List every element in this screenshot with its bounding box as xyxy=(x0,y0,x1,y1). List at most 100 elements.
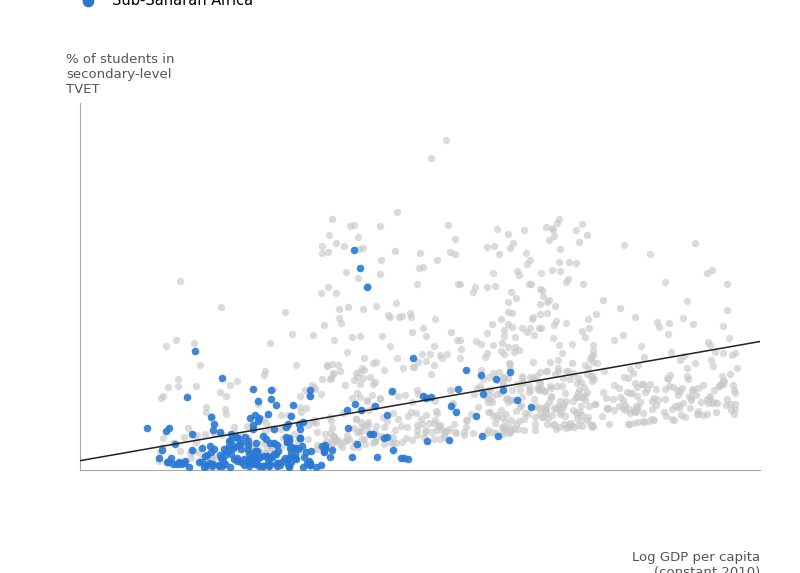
Point xyxy=(421,437,434,446)
Point xyxy=(428,397,441,406)
Point xyxy=(510,419,522,428)
Point xyxy=(324,429,337,438)
Point xyxy=(553,340,566,350)
Point xyxy=(262,458,274,467)
Point xyxy=(175,459,188,468)
Point xyxy=(541,367,554,376)
Point xyxy=(529,402,542,411)
Point xyxy=(706,265,718,274)
Point xyxy=(727,381,740,390)
Point xyxy=(263,339,276,348)
Point xyxy=(217,457,230,466)
Point xyxy=(187,430,200,439)
Point xyxy=(658,277,671,286)
Point xyxy=(688,359,701,368)
Point xyxy=(270,401,282,410)
Point xyxy=(719,401,732,410)
Point xyxy=(435,354,448,363)
Point xyxy=(263,441,276,450)
Point xyxy=(563,422,576,431)
Point xyxy=(702,338,714,347)
Point xyxy=(346,393,358,402)
Point xyxy=(570,393,583,402)
Point xyxy=(713,382,726,391)
Point xyxy=(307,331,320,340)
Point xyxy=(464,409,477,418)
Point xyxy=(542,296,555,305)
Point xyxy=(346,333,358,342)
Point xyxy=(225,430,238,439)
Point xyxy=(376,331,389,340)
Point xyxy=(550,317,562,326)
Point xyxy=(425,369,438,378)
Point xyxy=(387,432,400,441)
Point xyxy=(406,362,419,371)
Point xyxy=(309,462,322,471)
Point xyxy=(391,392,404,401)
Point xyxy=(691,406,704,415)
Point xyxy=(496,422,509,431)
Point xyxy=(426,427,438,437)
Point xyxy=(270,458,283,468)
Point xyxy=(246,425,259,434)
Point xyxy=(370,301,382,311)
Point xyxy=(695,398,708,407)
Point xyxy=(504,427,517,437)
Point xyxy=(290,455,302,464)
Point xyxy=(339,380,352,390)
Point xyxy=(622,373,634,382)
Point xyxy=(477,389,490,398)
Point xyxy=(332,435,345,445)
Point xyxy=(717,349,730,358)
Point xyxy=(239,433,252,442)
Point xyxy=(686,386,698,395)
Point xyxy=(536,292,549,301)
Point xyxy=(550,219,563,228)
Point xyxy=(720,279,733,288)
Point xyxy=(547,334,560,343)
Point xyxy=(617,403,630,413)
Point xyxy=(671,390,684,399)
Point xyxy=(730,364,743,373)
Point xyxy=(672,403,685,413)
Point xyxy=(243,450,256,459)
Point xyxy=(650,384,662,394)
Point xyxy=(230,453,243,462)
Point xyxy=(338,242,350,251)
Point xyxy=(555,382,568,391)
Point xyxy=(218,459,231,468)
Point xyxy=(286,329,298,338)
Point xyxy=(396,437,409,446)
Point xyxy=(218,444,230,453)
Point xyxy=(486,368,499,377)
Point xyxy=(253,453,266,462)
Point xyxy=(214,453,227,462)
Point xyxy=(205,412,218,421)
Point xyxy=(268,424,281,433)
Point xyxy=(333,304,346,313)
Point xyxy=(350,414,362,423)
Point xyxy=(325,416,338,425)
Point xyxy=(376,432,389,441)
Point xyxy=(356,363,369,372)
Point xyxy=(351,233,364,242)
Point xyxy=(486,398,499,407)
Point xyxy=(294,446,306,456)
Point xyxy=(729,388,742,398)
Point xyxy=(666,404,678,413)
Point xyxy=(503,359,516,368)
Point xyxy=(570,258,582,267)
Point xyxy=(206,454,218,463)
Point xyxy=(374,394,387,403)
Point xyxy=(302,434,314,444)
Point xyxy=(722,333,735,342)
Point xyxy=(260,449,273,458)
Point xyxy=(238,460,250,469)
Point xyxy=(558,388,571,398)
Point xyxy=(410,421,423,430)
Point xyxy=(674,355,686,364)
Point xyxy=(702,398,714,407)
Point xyxy=(529,425,542,434)
Point xyxy=(248,446,261,456)
Point xyxy=(448,250,461,259)
